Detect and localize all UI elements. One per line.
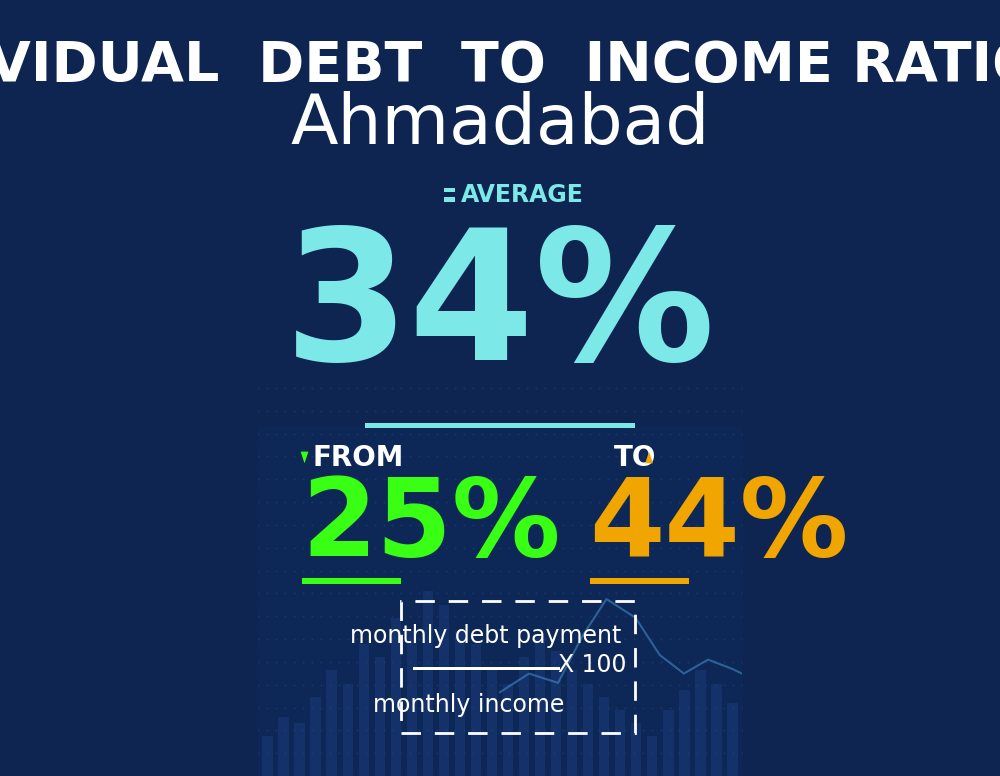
Bar xyxy=(487,670,497,776)
Polygon shape xyxy=(301,452,308,463)
Text: monthly debt payment: monthly debt payment xyxy=(350,624,621,647)
Bar xyxy=(535,638,545,776)
Bar xyxy=(310,697,321,776)
Bar xyxy=(551,650,561,776)
Bar xyxy=(439,605,449,776)
Bar xyxy=(471,644,481,776)
Bar xyxy=(599,697,609,776)
Bar xyxy=(711,684,722,776)
Bar xyxy=(375,657,385,776)
Bar xyxy=(365,423,635,428)
Text: monthly income: monthly income xyxy=(373,694,564,717)
Text: 25%: 25% xyxy=(302,473,561,579)
Bar xyxy=(423,591,433,776)
Bar xyxy=(590,578,689,584)
Bar xyxy=(631,723,641,776)
Bar xyxy=(455,631,465,776)
Bar xyxy=(278,717,289,776)
Text: X 100: X 100 xyxy=(558,653,626,677)
Bar xyxy=(567,670,577,776)
Bar xyxy=(727,703,738,776)
Bar xyxy=(391,618,401,776)
Bar xyxy=(359,644,369,776)
Text: INDIVIDUAL  DEBT  TO  INCOME RATIO  IN: INDIVIDUAL DEBT TO INCOME RATIO IN xyxy=(0,39,1000,93)
Bar xyxy=(302,578,401,584)
Polygon shape xyxy=(645,452,653,463)
Bar xyxy=(615,710,625,776)
Bar xyxy=(262,736,273,776)
Bar xyxy=(343,684,353,776)
Text: FROM: FROM xyxy=(312,444,404,472)
Text: TO: TO xyxy=(614,444,656,472)
Bar xyxy=(444,197,455,202)
Bar xyxy=(583,684,593,776)
Bar xyxy=(258,427,742,776)
Text: AVERAGE: AVERAGE xyxy=(461,183,584,206)
Bar xyxy=(647,736,657,776)
Bar xyxy=(294,723,305,776)
Bar xyxy=(413,667,560,670)
Text: 44%: 44% xyxy=(590,473,849,579)
Bar xyxy=(519,657,529,776)
Bar xyxy=(503,684,513,776)
Bar xyxy=(326,670,337,776)
Bar xyxy=(663,710,674,776)
Bar xyxy=(444,188,455,192)
Bar xyxy=(695,670,706,776)
Bar xyxy=(407,631,417,776)
Text: 34%: 34% xyxy=(284,223,716,398)
Text: Ahmadabad: Ahmadabad xyxy=(290,91,710,158)
Bar xyxy=(679,691,690,776)
